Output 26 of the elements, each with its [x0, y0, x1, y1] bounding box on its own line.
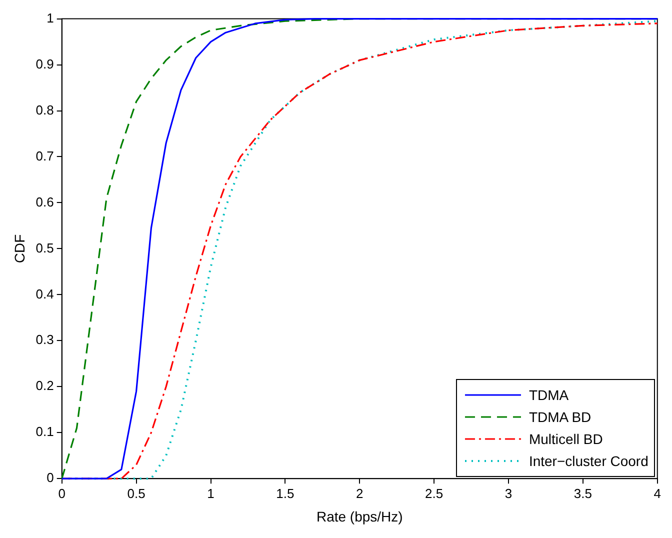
y-tick-label: 0: [46, 470, 54, 486]
x-tick-label: 4: [654, 486, 661, 501]
legend-label: Multicell BD: [528, 430, 603, 447]
y-tick-label: 0.8: [36, 102, 54, 118]
x-tick-label: 0: [58, 486, 66, 501]
x-axis-title: Rate (bps/Hz): [316, 508, 403, 524]
x-tick-label: 2.5: [425, 486, 444, 501]
x-tick-label: 3.5: [574, 486, 592, 501]
x-tick-label: 1: [207, 486, 214, 501]
x-tick-label: 2: [356, 486, 364, 501]
x-tick-label: 0.5: [127, 486, 146, 501]
y-tick-label: 0.6: [36, 194, 54, 210]
legend-label: TDMA: [528, 386, 569, 403]
y-tick-label: 0.1: [36, 424, 54, 440]
y-axis-title: CDF: [11, 234, 28, 264]
y-tick-label: 0.4: [36, 286, 54, 302]
legend-label: Inter−cluster Coord: [528, 452, 648, 469]
y-tick-label: 0.5: [36, 240, 54, 256]
y-tick-label: 0.3: [36, 332, 54, 348]
x-tick-label: 1.5: [276, 486, 294, 501]
y-tick-label: 0.9: [36, 56, 54, 72]
y-tick-label: 0.2: [36, 378, 54, 394]
legend-label: TDMA BD: [528, 408, 592, 425]
x-tick-label: 3: [504, 486, 512, 501]
y-tick-label: 1: [46, 10, 54, 26]
y-tick-label: 0.7: [36, 148, 54, 164]
